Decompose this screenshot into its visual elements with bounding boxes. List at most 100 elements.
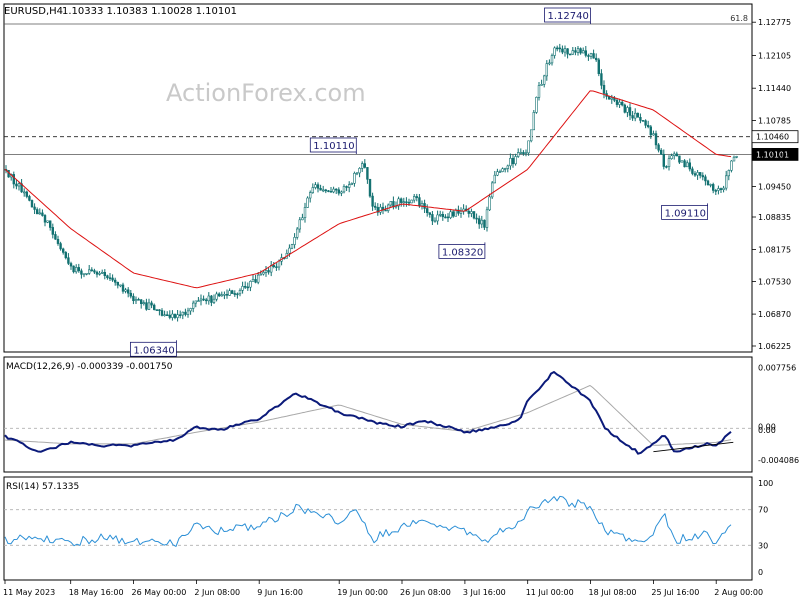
candle-body	[308, 192, 312, 199]
candle-body	[150, 302, 153, 306]
candle-body	[306, 197, 309, 208]
candle-body	[340, 191, 343, 194]
candle-body	[568, 53, 572, 56]
candle-body	[12, 174, 15, 185]
candle-body	[264, 270, 268, 273]
candle-body	[59, 243, 62, 250]
candle-body	[116, 281, 120, 286]
candle-body	[61, 248, 65, 253]
candle-body	[470, 211, 473, 214]
candle-body	[490, 182, 494, 198]
candle-body	[436, 214, 439, 222]
candle-body	[192, 302, 195, 309]
candle-body	[480, 219, 483, 225]
candle-body	[680, 160, 684, 163]
candle-body	[418, 197, 421, 207]
candle-body	[173, 313, 177, 318]
candle-body	[90, 269, 94, 272]
candle-body	[168, 314, 171, 318]
candle-body	[33, 206, 36, 210]
candle-body	[732, 156, 736, 162]
candle-body	[111, 277, 114, 281]
candle-body	[25, 191, 28, 197]
candle-body	[672, 153, 676, 156]
candle-body	[142, 302, 145, 305]
candle-body	[189, 308, 192, 312]
rsi-line	[4, 495, 732, 547]
candle-body	[46, 220, 49, 223]
candle-body	[231, 290, 234, 294]
candle-body	[553, 47, 556, 56]
candle-body	[402, 201, 405, 203]
candle-body	[48, 220, 52, 228]
candle-body	[236, 293, 239, 296]
candle-body	[644, 120, 647, 126]
candle-body	[233, 293, 236, 295]
candle-body	[43, 215, 47, 223]
candle-body	[153, 304, 156, 310]
candle-body	[527, 140, 530, 154]
candle-body	[451, 211, 455, 217]
candle-body	[446, 216, 450, 219]
candle-body	[592, 53, 595, 59]
candle-body	[366, 167, 369, 180]
candle-body	[114, 279, 117, 283]
candle-body	[714, 190, 718, 192]
time-tick-label: 18 Jul 08:00	[589, 588, 637, 597]
candle-body	[218, 293, 221, 297]
candle-body	[509, 158, 512, 167]
candle-body	[667, 158, 671, 167]
candle-body	[709, 184, 712, 186]
candle-body	[324, 189, 327, 192]
candle-body	[251, 279, 255, 282]
candle-body	[519, 152, 523, 154]
macd-trendline	[653, 441, 734, 453]
candle-body	[327, 190, 330, 192]
candle-body	[228, 290, 231, 296]
candle-body	[256, 274, 260, 283]
candle-body	[140, 299, 143, 304]
candle-body	[160, 310, 164, 316]
candle-body	[106, 275, 109, 279]
candle-body	[412, 196, 416, 201]
candle-body	[597, 59, 601, 74]
level-label: 61.8	[730, 14, 748, 23]
candle-body	[205, 299, 208, 302]
macd-tick-label: 0.007756	[758, 364, 796, 373]
candle-body	[194, 300, 197, 304]
candle-body	[698, 172, 702, 176]
candle-body	[545, 63, 549, 77]
chart-header-symbol: EURUSD,H4	[4, 6, 63, 17]
candle-body	[202, 298, 205, 301]
price-panel-frame	[3, 3, 753, 353]
candle-body	[108, 277, 112, 280]
price-tag-text: 1.10460	[756, 133, 789, 142]
swing-label-text: 1.06340	[133, 345, 174, 356]
candle-body	[145, 302, 148, 310]
candle-body	[121, 284, 125, 292]
candle-body	[181, 311, 184, 316]
candle-body	[15, 183, 18, 187]
candle-body	[454, 209, 457, 217]
candle-body	[220, 294, 223, 297]
candle-body	[277, 260, 281, 268]
swing-label-text: 1.09110	[665, 208, 706, 219]
candle-body	[457, 209, 460, 214]
swing-label-box	[544, 7, 591, 23]
chart-header-ohlc: 1.10333 1.10383 1.10028 1.10101	[62, 6, 237, 17]
candle-body	[600, 73, 603, 86]
candle-body	[397, 198, 400, 207]
candle-body	[337, 189, 340, 194]
candle-body	[537, 85, 541, 98]
candle-body	[119, 284, 122, 287]
candle-body	[127, 289, 130, 294]
candle-body	[522, 152, 525, 154]
candle-body	[433, 220, 437, 223]
candle-body	[399, 198, 403, 203]
price-tick-label: 1.07530	[758, 278, 791, 287]
candle-body	[724, 175, 728, 189]
candle-body	[628, 107, 632, 116]
candle-body	[358, 168, 361, 174]
candle-body	[501, 168, 504, 172]
candle-body	[587, 55, 590, 57]
